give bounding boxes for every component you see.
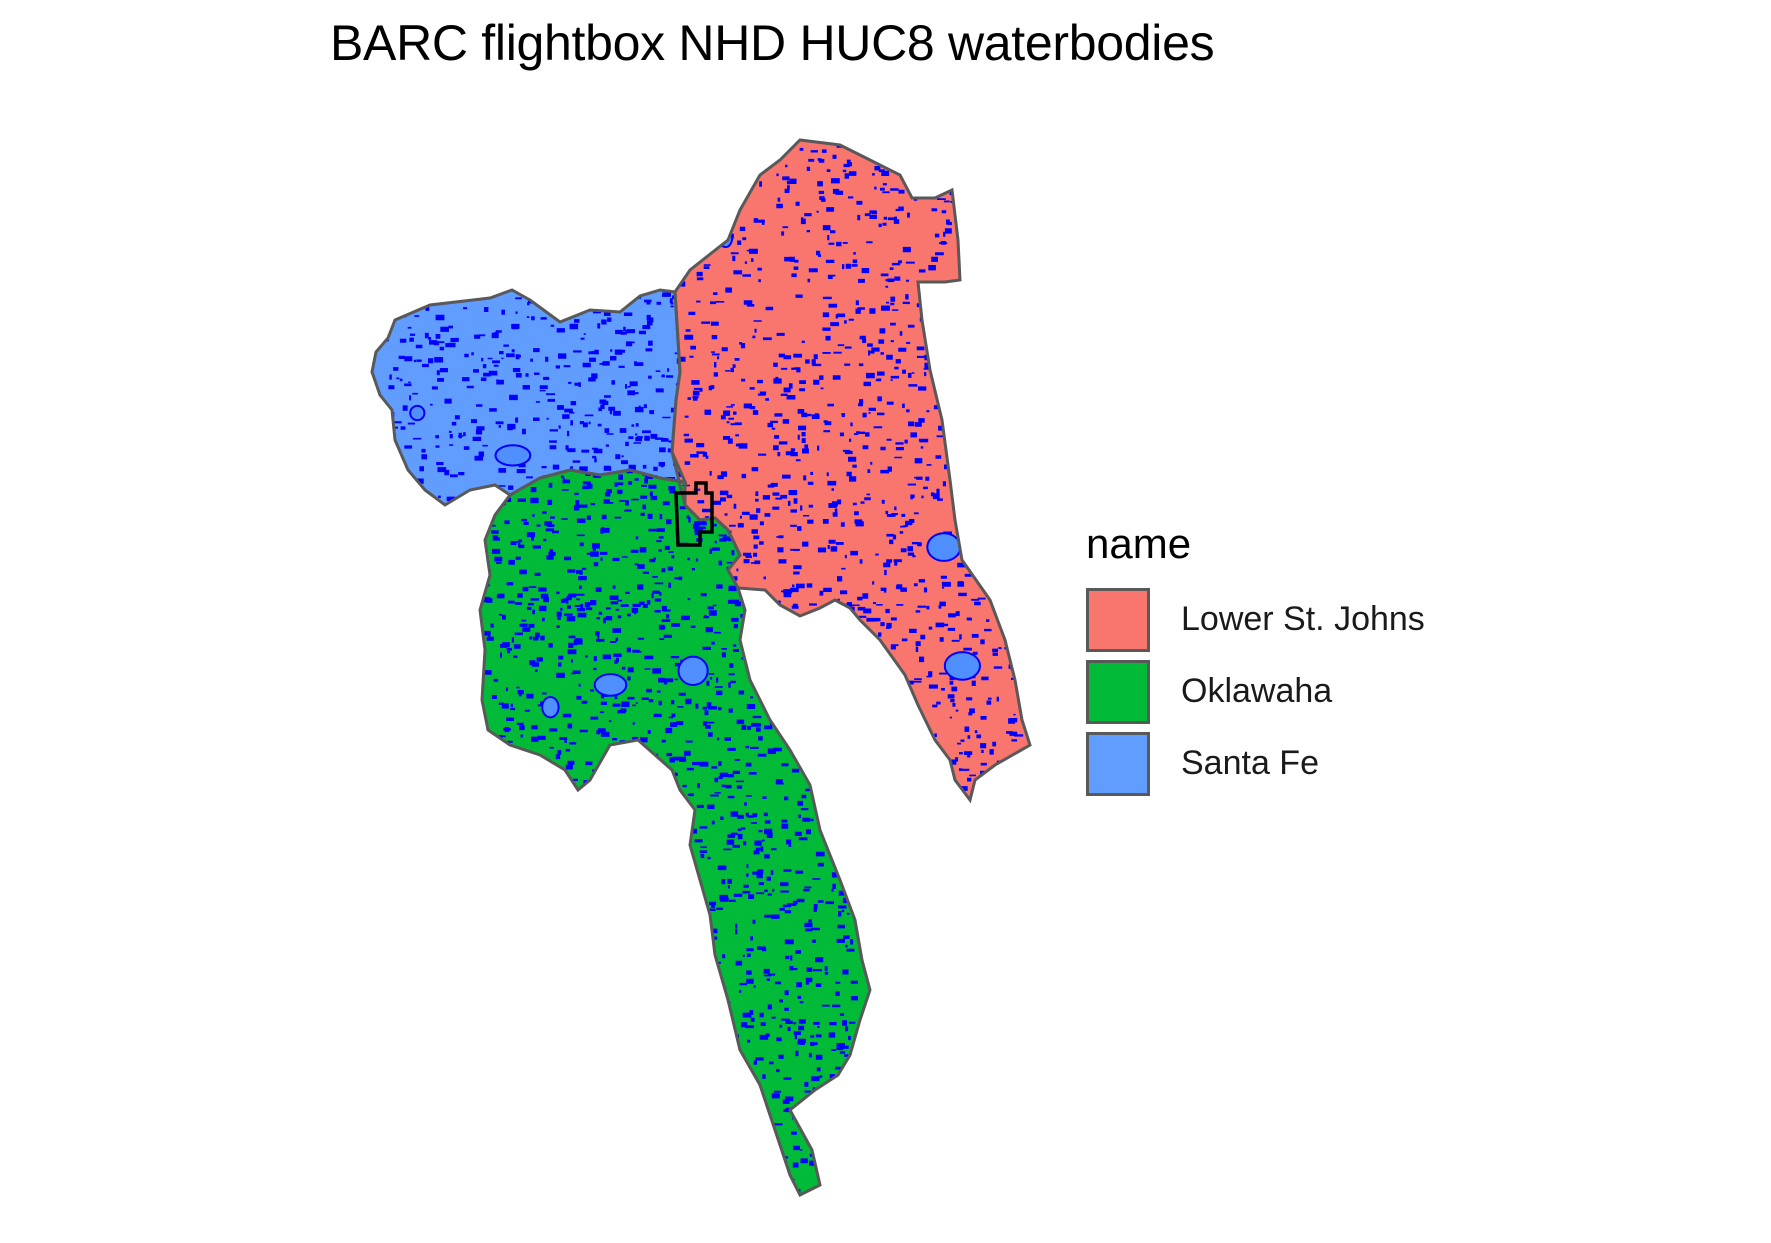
legend-label: Santa Fe [1181, 744, 1319, 782]
flightbox-outline[interactable] [674, 481, 714, 547]
lake [972, 215, 1013, 245]
lake [943, 651, 982, 681]
region-outline [478, 468, 872, 1198]
lake [593, 673, 628, 697]
legend-item-lower-st-johns[interactable]: Lower St. Johns [1086, 586, 1506, 658]
waterbody-speckle [480, 470, 870, 1195]
lake [494, 444, 532, 467]
lake [708, 1074, 736, 1095]
legend-item-santa-fe[interactable]: Santa Fe [1086, 730, 1506, 802]
lake [409, 404, 426, 422]
lake [683, 1146, 721, 1164]
lake [926, 532, 962, 562]
legend-label: Lower St. Johns [1181, 600, 1425, 638]
legend-swatch [1086, 732, 1150, 796]
region-lower-st-johns[interactable] [672, 140, 1030, 800]
legend-swatch [1086, 588, 1150, 652]
region-outlines [370, 138, 1032, 1198]
lake [824, 736, 864, 758]
waterbody-speckle [372, 290, 685, 505]
waterbody-cluster [372, 290, 685, 505]
lake [541, 696, 560, 719]
legend-label: Oklawaha [1181, 672, 1333, 710]
region-oklawaha[interactable] [480, 470, 870, 1195]
lake [677, 655, 709, 686]
legend-swatch [1086, 660, 1150, 724]
legend: name Lower St. Johns Oklawaha Santa Fe [1086, 516, 1506, 802]
lake [996, 540, 1029, 565]
map-title: BARC flightbox NHD HUC8 waterbodies [330, 15, 1215, 71]
legend-title: name [1086, 520, 1192, 567]
lake [617, 971, 637, 1001]
legend-item-oklawaha[interactable]: Oklawaha [1086, 658, 1506, 730]
